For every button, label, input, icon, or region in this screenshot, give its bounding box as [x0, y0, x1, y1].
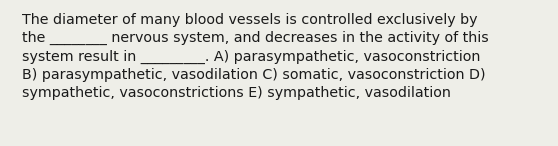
Text: The diameter of many blood vessels is controlled exclusively by
the ________ ner: The diameter of many blood vessels is co…	[22, 13, 489, 100]
